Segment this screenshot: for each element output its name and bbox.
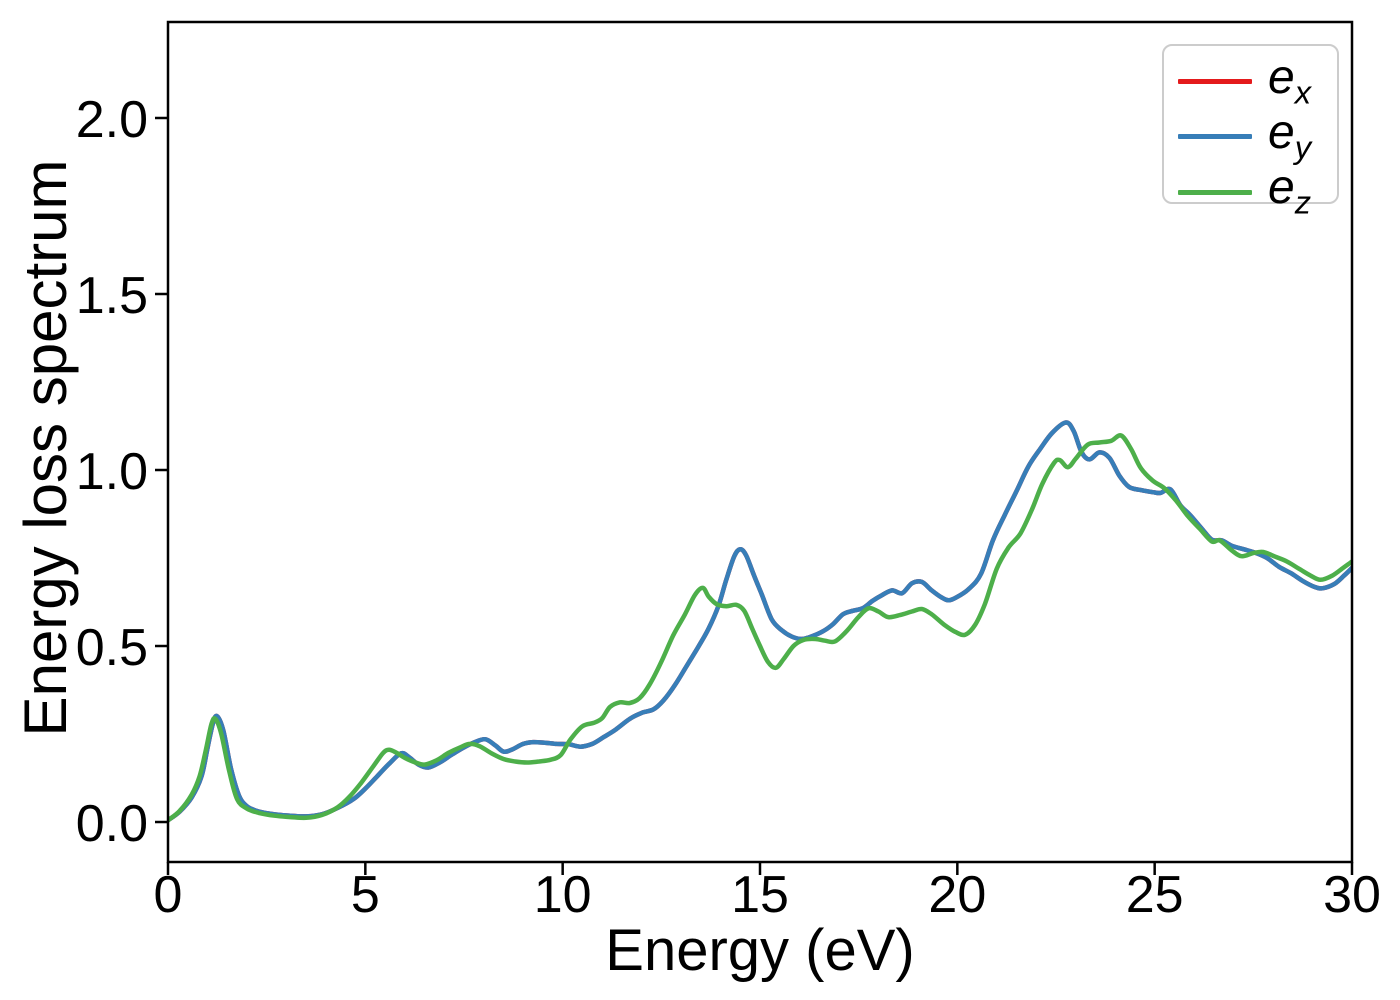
- x-tick-label: 30: [1323, 866, 1381, 924]
- series-e_z-line: [168, 433, 1352, 823]
- series-e_y-line: [168, 420, 1352, 823]
- x-tick-label: 10: [534, 866, 592, 924]
- x-tick-label: 5: [351, 866, 380, 924]
- legend-label-ey: ey: [1268, 106, 1312, 166]
- legend-line-swatch-ey: [1178, 134, 1252, 140]
- legend-line-swatch-ex: [1178, 79, 1252, 85]
- y-axis-label: Energy loss spectrum: [12, 159, 79, 737]
- y-tick-label: 1.0: [76, 443, 148, 501]
- legend: ex ey ez: [1162, 44, 1339, 219]
- x-axis-label: Energy (eV): [605, 918, 915, 983]
- legend-label-ex: ex: [1268, 51, 1312, 111]
- x-tick-label: 25: [1126, 866, 1184, 924]
- legend-label-ez: ez: [1268, 161, 1312, 222]
- x-tick-label: 0: [154, 866, 183, 924]
- y-tick-label: 0.0: [76, 795, 148, 853]
- legend-item-ey: ey: [1178, 109, 1337, 164]
- axes-spines: [166, 20, 1354, 864]
- y-tick-label: 2.0: [76, 91, 148, 149]
- x-tick-label: 15: [731, 866, 789, 924]
- y-tick-label: 1.5: [76, 267, 148, 325]
- legend-item-ez: ez: [1178, 164, 1337, 219]
- legend-line-swatch-ez: [1178, 189, 1252, 195]
- plot-area: [168, 22, 1352, 862]
- y-tick-label: 0.5: [76, 619, 148, 677]
- x-tick-label: 20: [928, 866, 986, 924]
- legend-item-ex: ex: [1178, 54, 1337, 109]
